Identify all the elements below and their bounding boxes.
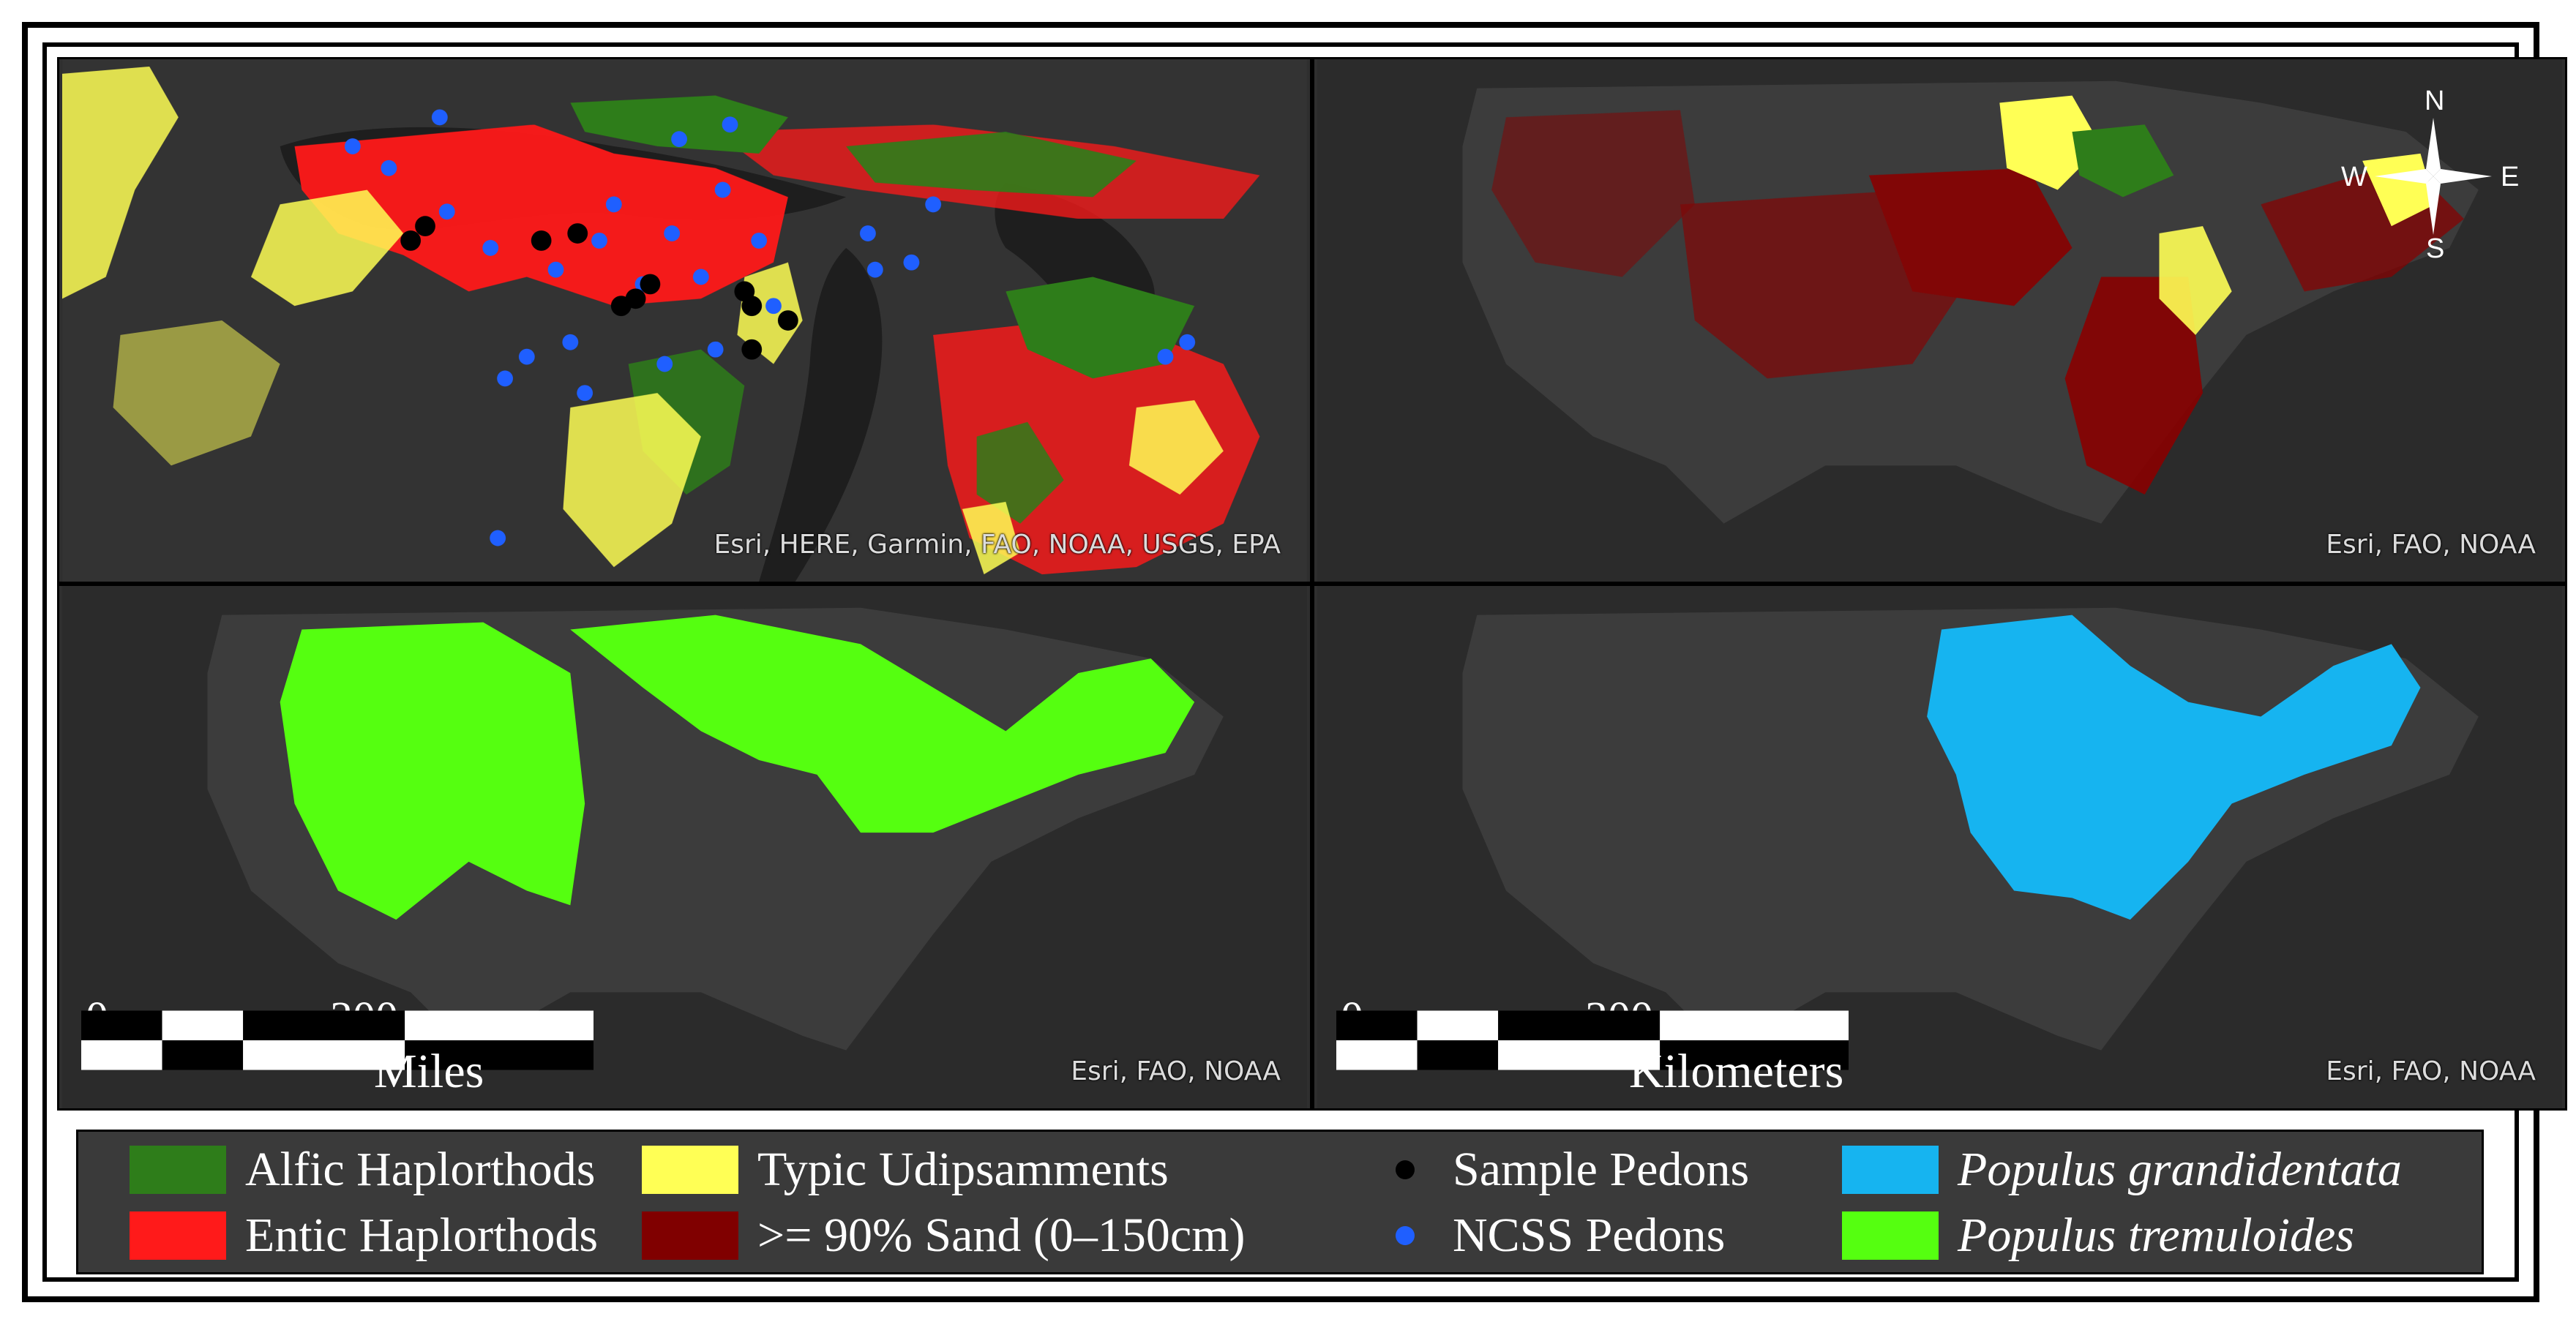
sample-pedon-points (400, 216, 798, 360)
map-panel-sand: N S W E Esri, FAO, NOAA (1312, 57, 2567, 584)
legend-item-tremuloides: Populus tremuloides (1842, 1208, 2354, 1263)
legend-item-entic: Entic Haplorthods (130, 1208, 598, 1263)
map-attribution: Esri, FAO, NOAA (2326, 1056, 2536, 1086)
legend-label: >= 90% Sand (0–150cm) (757, 1209, 1246, 1262)
map-legend: Alfic Haplorthods Entic Haplorthods Typi… (76, 1130, 2484, 1274)
typic-swatch (642, 1146, 738, 1194)
legend-label: NCSS Pedons (1453, 1209, 1726, 1262)
compass-west: W (2341, 162, 2367, 192)
sample-pedon-marker (1396, 1160, 1415, 1179)
legend-item-alfic: Alfic Haplorthods (130, 1142, 595, 1198)
entic-swatch (130, 1211, 226, 1260)
ncss-pedon-marker (1396, 1226, 1415, 1245)
map-panel-great-lakes: Esri, HERE, Garmin, FAO, NOAA, USGS, EPA (57, 57, 1312, 584)
map-panel-grandidentata: 0 300 Kilometers Esri, FAO, NOAA (1312, 584, 2567, 1111)
figure-frame: Esri, HERE, Garmin, FAO, NOAA, USGS, EPA (22, 22, 2567, 1302)
legend-label: Entic Haplorthods (245, 1209, 599, 1262)
scale-bar-graphic (81, 1010, 594, 1070)
scale-bar-graphic (1336, 1010, 1849, 1070)
sand-distribution-map (1317, 59, 2562, 582)
grandidentata-swatch (1842, 1146, 1939, 1194)
tremuloides-swatch (1842, 1211, 1939, 1260)
legend-label: Sample Pedons (1453, 1143, 1750, 1196)
scale-unit: Kilometers (1629, 1045, 1844, 1098)
ncss-pedon-points (344, 109, 1196, 546)
scale-bar-miles: 0 300 Miles (81, 993, 594, 1098)
compass-north: N (2425, 86, 2445, 116)
legend-label: Populus grandidentata (1958, 1143, 2402, 1196)
great-lakes-map (62, 59, 1307, 582)
legend-label: Alfic Haplorthods (245, 1143, 596, 1196)
compass-star-icon (2375, 118, 2492, 235)
legend-item-grandidentata: Populus grandidentata (1842, 1142, 2402, 1198)
compass-east: E (2501, 162, 2520, 192)
map-attribution: Esri, FAO, NOAA (2326, 530, 2536, 560)
map-attribution: Esri, FAO, NOAA (1071, 1056, 1281, 1086)
sand-swatch (642, 1211, 738, 1260)
legend-item-typic: Typic Udipsamments (642, 1142, 1169, 1198)
map-attribution: Esri, HERE, Garmin, FAO, NOAA, USGS, EPA (714, 530, 1281, 560)
scale-unit: Miles (374, 1045, 484, 1098)
map-panel-tremuloides: 0 300 Miles Esri, FAO, NOAA (57, 584, 1312, 1111)
legend-label: Populus tremuloides (1958, 1209, 2355, 1262)
legend-item-sample-pedons: Sample Pedons (1374, 1142, 1749, 1198)
figure-inner-frame: Esri, HERE, Garmin, FAO, NOAA, USGS, EPA (42, 42, 2567, 1282)
scale-bar-kilometers: 0 300 Kilometers (1336, 993, 1849, 1098)
legend-label: Typic Udipsamments (757, 1143, 1169, 1196)
alfic-swatch (130, 1146, 226, 1194)
compass-south: S (2426, 233, 2445, 264)
legend-item-ncss-pedons: NCSS Pedons (1374, 1208, 1725, 1263)
compass-rose: N S W E (2341, 86, 2521, 264)
legend-item-sand: >= 90% Sand (0–150cm) (642, 1208, 1246, 1263)
